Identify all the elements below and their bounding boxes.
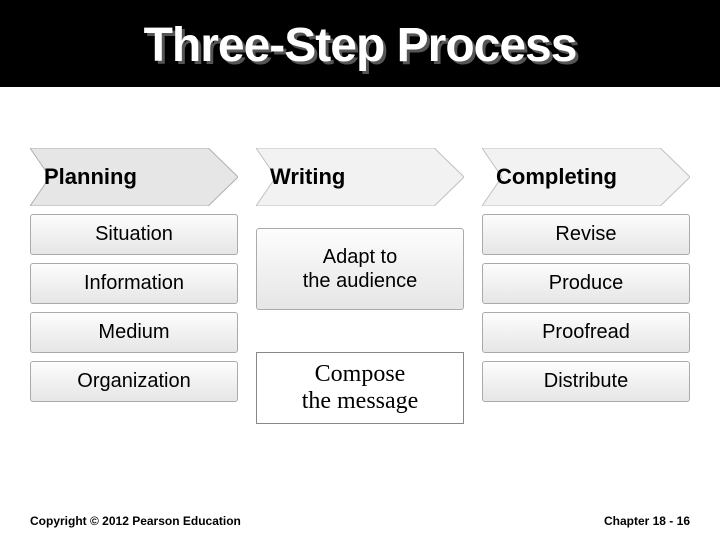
box-proofread: Proofread — [482, 312, 690, 353]
chapter-page: Chapter 18 - 16 — [604, 514, 690, 528]
spacer — [256, 318, 464, 344]
box-adapt: Adapt to the audience — [256, 228, 464, 310]
column-completing: Completing Revise Produce Proofread Dist… — [482, 148, 690, 480]
header-planning: Planning — [30, 148, 238, 206]
copyright-text: Copyright © 2012 Pearson Education — [30, 514, 241, 528]
box-produce: Produce — [482, 263, 690, 304]
column-planning: Planning Situation Information Medium Or… — [30, 148, 238, 480]
slide-title: Three-Step Process — [0, 18, 720, 73]
header-label-planning: Planning — [44, 164, 137, 190]
footer: Copyright © 2012 Pearson Education Chapt… — [30, 514, 690, 528]
box-information: Information — [30, 263, 238, 304]
box-revise: Revise — [482, 214, 690, 255]
process-grid: Planning Situation Information Medium Or… — [30, 148, 690, 480]
slide: Three-Step Process Planning Situation In… — [0, 0, 720, 540]
box-medium: Medium — [30, 312, 238, 353]
header-completing: Completing — [482, 148, 690, 206]
column-writing: Writing Adapt to the audience Compose th… — [256, 148, 464, 480]
header-writing: Writing — [256, 148, 464, 206]
title-band: Three-Step Process — [0, 0, 720, 87]
header-label-completing: Completing — [496, 164, 617, 190]
box-organization: Organization — [30, 361, 238, 402]
header-label-writing: Writing — [270, 164, 345, 190]
spacer — [256, 214, 464, 220]
box-distribute: Distribute — [482, 361, 690, 402]
box-compose: Compose the message — [256, 352, 464, 424]
box-situation: Situation — [30, 214, 238, 255]
